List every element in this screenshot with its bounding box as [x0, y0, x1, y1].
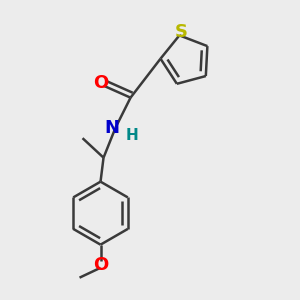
Text: H: H: [126, 128, 138, 143]
Text: O: O: [94, 74, 109, 92]
Text: O: O: [93, 256, 108, 274]
Text: S: S: [174, 23, 188, 41]
Text: N: N: [104, 119, 119, 137]
